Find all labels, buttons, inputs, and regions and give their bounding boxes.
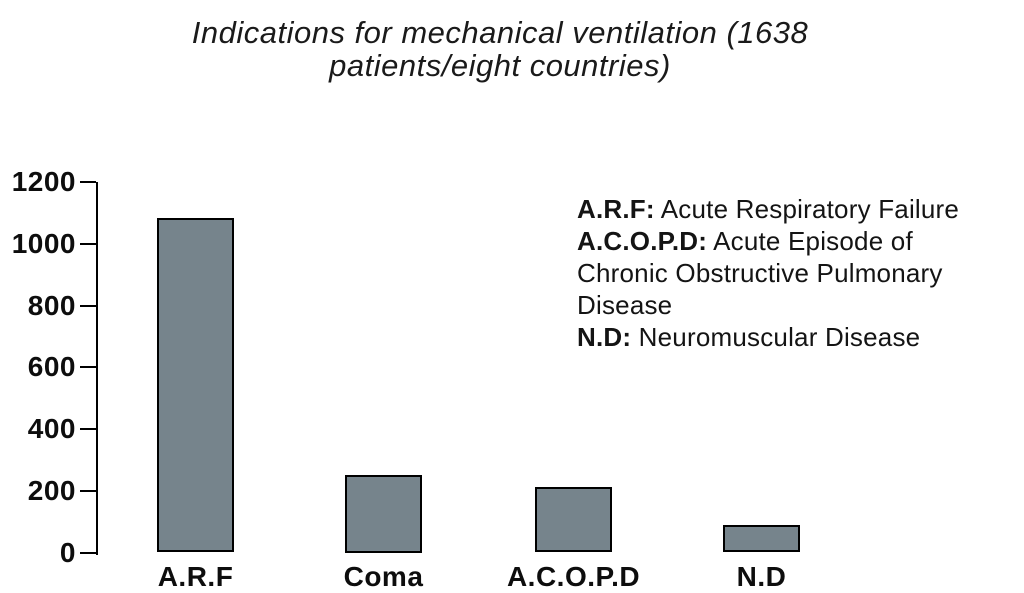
x-category-label: A.R.F (157, 561, 234, 592)
y-axis-tick (80, 366, 96, 369)
bar-a-c-o-p-d (535, 486, 612, 553)
y-tick-label: 1200 (11, 166, 76, 197)
bar-a-r-f (157, 217, 234, 553)
x-category-label: A.C.O.P.D (506, 561, 641, 592)
legend-text: Acute Episode of (707, 226, 913, 256)
y-axis-tick (80, 551, 96, 554)
y-tick-label: 400 (27, 413, 76, 444)
legend-term: N.D: (577, 322, 632, 352)
y-axis-tick (80, 242, 96, 245)
legend-text: Disease (577, 290, 673, 320)
y-tick-label: 600 (27, 351, 76, 383)
bar-coma (345, 475, 422, 553)
y-axis-line (96, 182, 98, 555)
y-tick-label: 1000 (11, 227, 76, 259)
bar-n-d (723, 525, 800, 553)
legend-text: Chronic Obstructive Pulmonary (577, 258, 943, 288)
chart-title-line-2: patients/eight countries) (329, 48, 671, 83)
y-axis-tick (80, 428, 96, 430)
y-axis-tick (80, 181, 96, 183)
legend-line: A.C.O.P.D: Acute Episode of (577, 225, 959, 257)
y-axis-tick (80, 489, 96, 492)
legend-term: A.C.O.P.D: (577, 226, 708, 256)
x-category-label: N.D (736, 561, 787, 592)
y-tick-label: 0 (59, 536, 76, 568)
legend-text: Acute Respiratory Failure (654, 194, 960, 224)
legend-line: N.D: Neuromuscular Disease (577, 321, 959, 353)
legend-text: Neuromuscular Disease (631, 322, 921, 352)
chart-title-line-1: Indications for mechanical ventilation (… (191, 15, 809, 50)
legend-line: A.R.F: Acute Respiratory Failure (577, 193, 959, 225)
x-category-label: Coma (343, 561, 424, 592)
legend-line: Chronic Obstructive Pulmonary (577, 257, 959, 289)
y-tick-label: 800 (27, 289, 76, 321)
chart-title: Indications for mechanical ventilation (… (0, 16, 1000, 82)
legend-line: Disease (577, 289, 959, 321)
y-tick-label: 200 (27, 474, 76, 506)
legend-term: A.R.F: (577, 194, 655, 224)
y-axis-tick (80, 304, 96, 307)
legend: A.R.F: Acute Respiratory Failure A.C.O.P.… (577, 193, 959, 353)
